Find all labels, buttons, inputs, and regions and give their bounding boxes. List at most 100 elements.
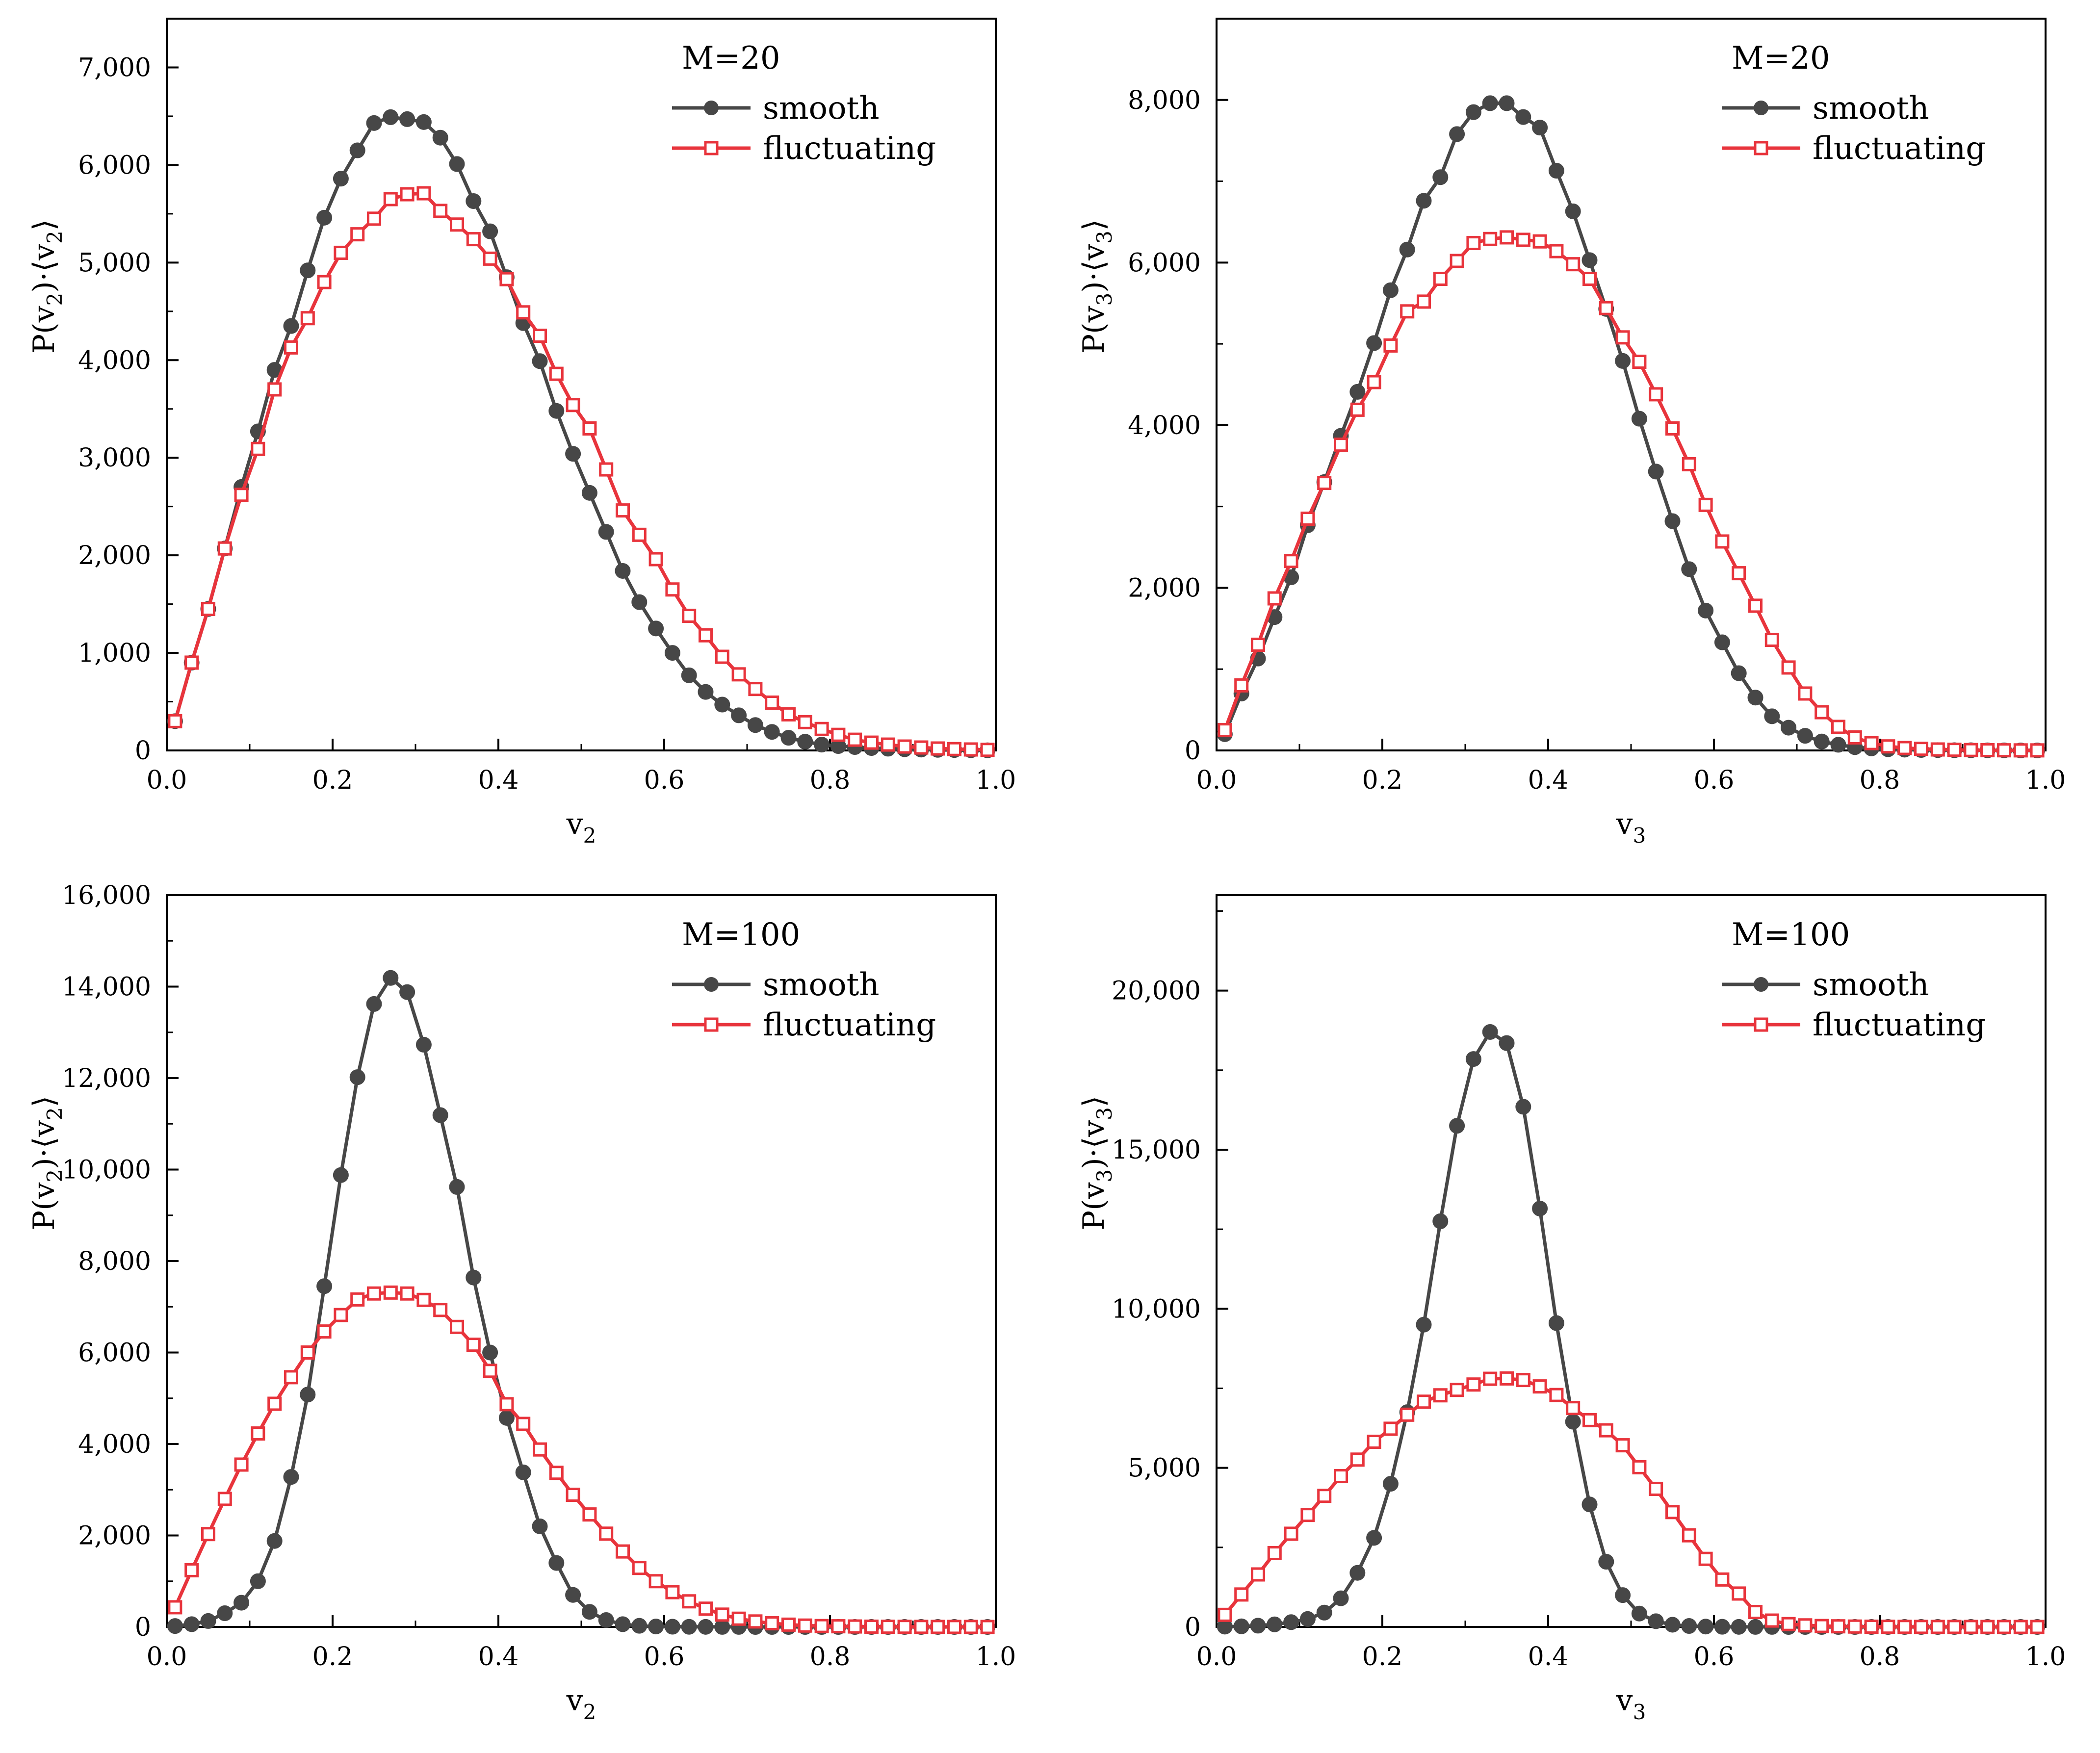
data-point-fluctuating xyxy=(1947,743,1962,757)
y-tick-label: 8,000 xyxy=(78,1247,151,1276)
data-point-fluctuating xyxy=(1715,1572,1730,1587)
y-tick-label: 10,000 xyxy=(62,1156,151,1185)
data-point-fluctuating xyxy=(1781,660,1796,675)
data-point-fluctuating xyxy=(1831,1619,1845,1634)
data-point-fluctuating xyxy=(1234,678,1249,693)
data-point-fluctuating xyxy=(1764,633,1779,647)
y-tick-label: 5,000 xyxy=(1128,1454,1201,1483)
data-point-fluctuating xyxy=(1367,375,1381,389)
data-point-fluctuating xyxy=(1964,743,1978,757)
data-point-smooth xyxy=(1267,1616,1283,1632)
data-point-smooth xyxy=(300,262,316,279)
data-point-smooth xyxy=(1465,1051,1481,1067)
x-axis-title: v2 xyxy=(566,807,596,848)
legend-title: M=100 xyxy=(682,917,800,953)
data-point-fluctuating xyxy=(1682,1528,1696,1543)
y-axis-title-part: ⟩ xyxy=(27,219,61,231)
data-point-fluctuating xyxy=(1914,742,1928,756)
data-point-fluctuating xyxy=(1682,457,1696,471)
data-point-fluctuating xyxy=(566,1488,580,1502)
y-axis-title: P(v3)·⟨v3⟩ xyxy=(1077,219,1116,354)
data-point-fluctuating xyxy=(1218,723,1232,738)
data-point-fluctuating xyxy=(1980,743,1995,758)
data-point-fluctuating xyxy=(1317,1489,1332,1503)
data-point-fluctuating xyxy=(1599,1423,1613,1438)
data-point-fluctuating xyxy=(499,272,514,286)
data-point-smooth xyxy=(1366,335,1382,351)
data-point-smooth xyxy=(1581,252,1598,268)
data-point-smooth xyxy=(1499,95,1515,111)
y-axis-title: P(v2)·⟨v2⟩ xyxy=(27,219,67,354)
data-point-fluctuating xyxy=(798,715,812,729)
data-point-smooth xyxy=(1382,1476,1399,1492)
data-point-fluctuating xyxy=(1715,534,1730,549)
y-tick-label: 5,000 xyxy=(78,248,151,278)
data-point-fluctuating xyxy=(914,1620,929,1634)
plot-frame xyxy=(1216,894,2047,1628)
data-point-fluctuating xyxy=(798,1618,812,1633)
data-point-fluctuating xyxy=(1566,1401,1581,1416)
data-point-fluctuating xyxy=(1964,1620,1978,1634)
data-point-fluctuating xyxy=(1549,244,1564,258)
plot-frame xyxy=(166,894,997,1628)
data-point-fluctuating xyxy=(267,382,282,397)
data-point-smooth xyxy=(1233,1618,1249,1634)
data-point-smooth xyxy=(1664,513,1681,529)
data-point-smooth xyxy=(333,171,349,187)
data-point-smooth xyxy=(1349,384,1366,400)
x-tick-label: 0.8 xyxy=(810,766,851,795)
data-point-smooth xyxy=(1631,411,1647,427)
data-point-smooth xyxy=(814,737,830,753)
data-point-fluctuating xyxy=(1764,1613,1779,1628)
data-point-fluctuating xyxy=(317,1324,332,1339)
data-point-fluctuating xyxy=(549,1466,564,1480)
data-point-fluctuating xyxy=(814,722,829,736)
data-point-fluctuating xyxy=(1732,566,1746,581)
y-tick-label: 4,000 xyxy=(78,346,151,375)
data-point-smooth xyxy=(316,1278,333,1294)
x-tick-label: 0.0 xyxy=(147,1642,187,1672)
data-point-fluctuating xyxy=(682,1594,697,1609)
data-point-fluctuating xyxy=(665,582,680,597)
data-point-smooth xyxy=(1333,1590,1349,1606)
data-point-smooth xyxy=(1250,1618,1266,1634)
data-point-fluctuating xyxy=(1732,1586,1746,1601)
x-tick-label: 1.0 xyxy=(976,766,1016,795)
legend-title: M=100 xyxy=(1732,917,1850,953)
data-point-smooth xyxy=(1366,1530,1382,1546)
data-point-fluctuating xyxy=(1483,232,1498,246)
series-line-fluctuating xyxy=(173,1290,988,1629)
series-line-smooth xyxy=(175,976,988,1629)
data-point-smooth xyxy=(797,734,813,750)
data-point-fluctuating xyxy=(616,1544,630,1559)
data-point-fluctuating xyxy=(1881,739,1895,754)
data-point-fluctuating xyxy=(582,421,597,436)
data-point-fluctuating xyxy=(1532,234,1547,249)
data-point-fluctuating xyxy=(1466,1377,1481,1392)
data-point-fluctuating xyxy=(1748,598,1763,613)
data-point-fluctuating xyxy=(1914,1620,1928,1634)
series-line-smooth xyxy=(1223,101,2038,752)
data-point-smooth xyxy=(1515,1099,1531,1115)
data-point-smooth xyxy=(1399,241,1415,258)
data-point-fluctuating xyxy=(947,1620,961,1634)
data-point-fluctuating xyxy=(1284,554,1298,568)
data-point-fluctuating xyxy=(1450,1383,1464,1397)
data-point-smooth xyxy=(466,1269,482,1286)
data-point-fluctuating xyxy=(234,488,249,502)
data-point-smooth xyxy=(250,1573,266,1589)
data-point-fluctuating xyxy=(350,227,365,242)
data-point-smooth xyxy=(598,524,614,540)
data-point-fluctuating xyxy=(1665,1505,1680,1520)
data-point-fluctuating xyxy=(251,1426,265,1441)
data-point-fluctuating xyxy=(616,503,630,518)
data-point-smooth xyxy=(217,1605,233,1622)
series-line-smooth xyxy=(1224,1030,2038,1629)
data-point-fluctuating xyxy=(1417,294,1431,309)
y-axis-title-part: )·⟨v xyxy=(1077,244,1111,293)
data-point-smooth xyxy=(515,1464,531,1480)
y-axis-title-subscript: 3 xyxy=(1092,1107,1116,1120)
data-point-fluctuating xyxy=(1665,421,1680,436)
data-point-smooth xyxy=(532,353,548,369)
data-point-smooth xyxy=(565,1587,581,1603)
